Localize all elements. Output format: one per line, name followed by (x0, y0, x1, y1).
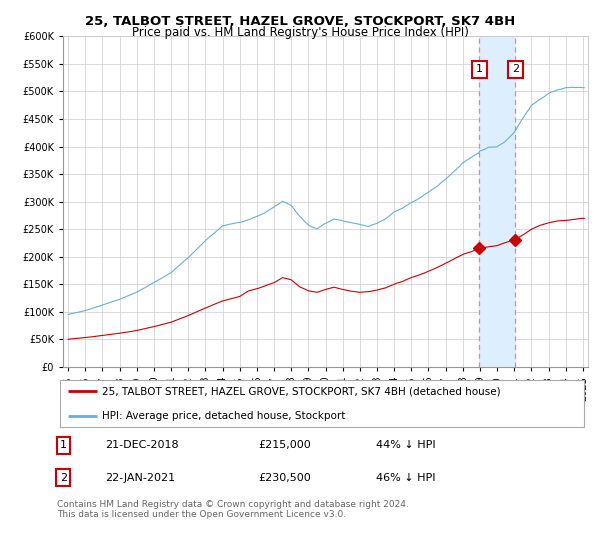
Text: 21-DEC-2018: 21-DEC-2018 (105, 440, 178, 450)
Text: 25, TALBOT STREET, HAZEL GROVE, STOCKPORT, SK7 4BH (detached house): 25, TALBOT STREET, HAZEL GROVE, STOCKPOR… (102, 386, 501, 396)
Text: 1: 1 (60, 440, 67, 450)
Text: 2: 2 (512, 64, 519, 74)
Text: 25, TALBOT STREET, HAZEL GROVE, STOCKPORT, SK7 4BH: 25, TALBOT STREET, HAZEL GROVE, STOCKPOR… (85, 15, 515, 27)
Text: 22-JAN-2021: 22-JAN-2021 (105, 473, 175, 483)
Text: Contains HM Land Registry data © Crown copyright and database right 2024.
This d: Contains HM Land Registry data © Crown c… (57, 500, 409, 519)
Text: £215,000: £215,000 (259, 440, 311, 450)
Bar (479, 36, 515, 367)
Text: Price paid vs. HM Land Registry's House Price Index (HPI): Price paid vs. HM Land Registry's House … (131, 26, 469, 39)
FancyBboxPatch shape (59, 380, 584, 427)
Text: £230,500: £230,500 (259, 473, 311, 483)
Text: 46% ↓ HPI: 46% ↓ HPI (376, 473, 435, 483)
Text: 1: 1 (476, 64, 483, 74)
Text: 44% ↓ HPI: 44% ↓ HPI (376, 440, 435, 450)
Text: 2: 2 (60, 473, 67, 483)
Text: HPI: Average price, detached house, Stockport: HPI: Average price, detached house, Stoc… (102, 410, 346, 421)
